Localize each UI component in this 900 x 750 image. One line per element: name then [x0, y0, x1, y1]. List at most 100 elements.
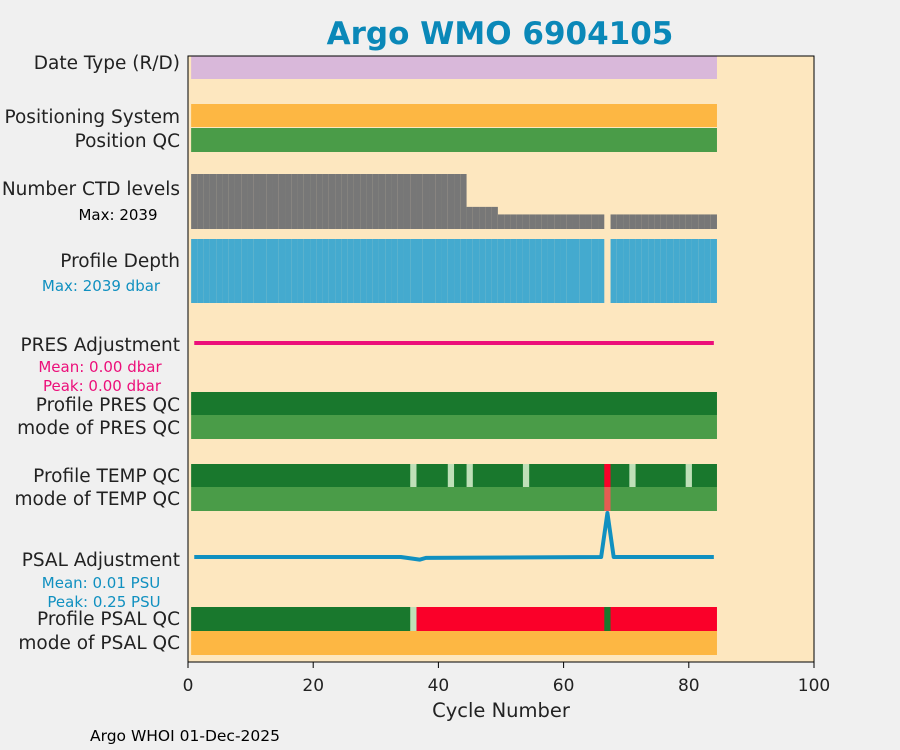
row-label-position-qc: Position QC: [75, 131, 180, 152]
profile-depth-bar: [328, 239, 336, 303]
x-axis-label: Cycle Number: [432, 699, 571, 722]
ctd-levels-bar: [547, 214, 555, 229]
profile-depth-bar: [247, 239, 254, 303]
profile-depth-bar: [616, 239, 624, 303]
row-label-mode-psal-qc: mode of PSAL QC: [18, 633, 180, 654]
profile-depth-bar: [278, 239, 286, 303]
profile-depth-bar: [504, 239, 511, 303]
ctd-levels-bar: [579, 214, 586, 229]
ctd-levels-bar: [466, 206, 473, 229]
row-label-psal-adjustment: PSAL Adjustment: [22, 550, 180, 571]
ctd-levels-bar: [472, 206, 480, 229]
chart-title: Argo WMO 6904105: [327, 16, 674, 52]
profile-depth-bar: [698, 239, 705, 303]
temp-qc-pale-cell: [522, 464, 530, 487]
profile-depth-bar: [491, 239, 498, 303]
profile-depth-bar: [372, 239, 379, 303]
positioning-system-band: [191, 104, 717, 127]
ctd-levels-bar: [191, 174, 198, 229]
plot-frame: [187, 55, 815, 663]
ctd-levels-bar: [529, 214, 536, 229]
profile-depth-bar: [572, 239, 580, 303]
profile-depth-bar: [685, 239, 692, 303]
profile-depth-bar: [691, 239, 699, 303]
profile-depth-bar: [441, 239, 448, 303]
ctd-levels-bar: [429, 174, 436, 229]
x-tick-label: 80: [678, 676, 700, 696]
profile-depth-bar: [378, 239, 386, 303]
ctd-levels-bar: [704, 214, 711, 229]
profile-depth-bar: [422, 239, 430, 303]
profile-depth-bar: [385, 239, 392, 303]
ctd-levels-bar: [504, 214, 511, 229]
ctd-levels-bar: [341, 174, 348, 229]
ctd-levels-bar: [228, 174, 235, 229]
ctd-levels-bar: [216, 174, 223, 229]
ctd-levels-bar: [435, 174, 442, 229]
profile-depth-bar: [391, 239, 398, 303]
x-tick-label: 0: [183, 676, 194, 696]
position-qc-band: [191, 128, 717, 152]
profile-depth-bar: [541, 239, 548, 303]
ctd-max-annotation: Max: 2039: [78, 206, 157, 224]
ctd-levels-bar: [416, 174, 423, 229]
ctd-levels-bar: [641, 214, 649, 229]
ctd-levels-bar: [353, 174, 361, 229]
x-axis: 0 20 40 60 80 100: [183, 662, 830, 696]
ctd-levels-bar: [698, 214, 705, 229]
ctd-levels-bar: [234, 174, 242, 229]
profile-depth-bar: [322, 239, 329, 303]
profile-depth-bar: [234, 239, 242, 303]
profile-depth-bar: [566, 239, 573, 303]
footer-credit: Argo WHOI 01-Dec-2025: [90, 727, 280, 745]
psal-qc-pale-cell: [410, 607, 417, 631]
row-labels: Date Type (R/D) Positioning System Posit…: [2, 53, 180, 654]
ctd-levels-bar: [635, 214, 642, 229]
ctd-levels-bar: [278, 174, 286, 229]
pres-mean-annotation: Mean: 0.00 dbar: [38, 358, 162, 376]
profile-depth-bar: [460, 239, 467, 303]
ctd-levels-bar: [673, 214, 680, 229]
ctd-levels-bar: [566, 214, 573, 229]
ctd-levels-bar: [297, 174, 304, 229]
temp-qc-pale-cell: [410, 464, 417, 487]
profile-depth-bar: [416, 239, 423, 303]
ctd-levels-bar: [535, 214, 542, 229]
profile-depth-bar: [341, 239, 348, 303]
profile-depth-bar: [403, 239, 411, 303]
profile-depth-bar: [203, 239, 210, 303]
row-label-mode-pres-qc: mode of PRES QC: [17, 418, 180, 439]
psal-qc-green-cell: [604, 607, 611, 631]
ctd-levels-bar: [360, 174, 367, 229]
ctd-levels-bar: [541, 214, 548, 229]
ctd-levels-bar: [316, 174, 323, 229]
ctd-levels-bar: [516, 214, 523, 229]
ctd-levels-bar: [378, 174, 386, 229]
ctd-levels-bar: [691, 214, 699, 229]
profile-depth-bar: [353, 239, 361, 303]
row-label-ctd-levels: Number CTD levels: [2, 179, 180, 200]
profile-depth-bar: [429, 239, 436, 303]
ctd-levels-bar: [372, 174, 379, 229]
profile-depth-bar: [529, 239, 536, 303]
profile-depth-bar: [285, 239, 292, 303]
ctd-levels-bar: [447, 174, 455, 229]
profile-depth-bar: [654, 239, 661, 303]
profile-depth-bar: [547, 239, 555, 303]
profile-depth-bar: [310, 239, 317, 303]
row-label-mode-temp-qc: mode of TEMP QC: [14, 489, 180, 510]
profile-depth-bar: [579, 239, 586, 303]
mode-psal-qc-band: [191, 631, 717, 655]
ctd-levels-bar: [441, 174, 448, 229]
row-label-date-type: Date Type (R/D): [34, 53, 180, 74]
ctd-levels-bar: [679, 214, 686, 229]
row-annotations: Max: 2039 Max: 2039 dbar Mean: 0.00 dbar…: [38, 206, 162, 611]
x-tick-label: 20: [302, 676, 324, 696]
ctd-levels-bar: [391, 174, 398, 229]
profile-depth-bar: [447, 239, 455, 303]
profile-depth-bar: [635, 239, 642, 303]
mode-temp-qc-band: [191, 487, 717, 511]
ctd-levels-bar: [554, 214, 561, 229]
ctd-levels-bar: [572, 214, 580, 229]
